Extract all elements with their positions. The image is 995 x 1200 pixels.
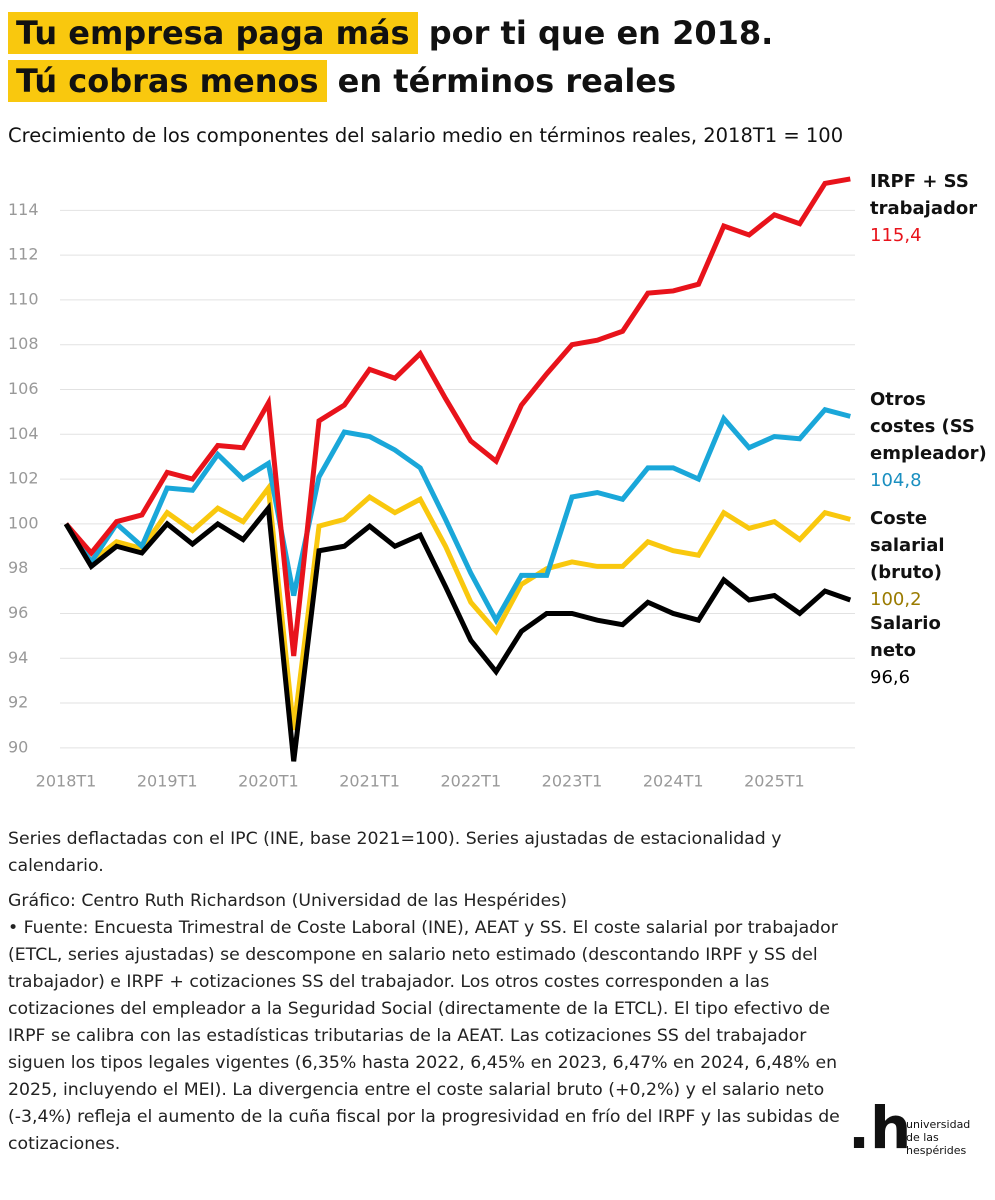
title-highlight: Tu empresa paga más xyxy=(8,12,418,54)
end-value-label: 96,6 xyxy=(870,667,911,688)
title-highlight: Tú cobras menos xyxy=(8,60,327,102)
credit: Gráfico: Centro Ruth Richardson (Univers… xyxy=(8,891,568,911)
series-name: Coste salarial (bruto) xyxy=(870,508,945,583)
y-tick-label: 104 xyxy=(8,424,39,443)
y-tick-label: 100 xyxy=(8,513,39,532)
y-tick-label: 96 xyxy=(8,603,28,622)
end-value-label: 115,4 xyxy=(870,225,922,246)
series-line xyxy=(63,406,851,626)
series-line xyxy=(63,501,852,762)
series-name: Otros costes (SS empleador) xyxy=(870,389,987,464)
end-value-label: 100,2 xyxy=(870,589,922,610)
y-tick-label: 106 xyxy=(8,379,39,398)
end-label: Otros costes (SS empleador) 104,8 xyxy=(870,386,990,494)
title-rest: por ti que en 2018. xyxy=(428,14,774,52)
series-line xyxy=(63,481,851,731)
y-tick-label: 102 xyxy=(8,469,39,488)
y-tick-label: 92 xyxy=(8,693,28,712)
series-name: IRPF + SS trabajador xyxy=(870,171,978,219)
x-tick-label: 2019T1 xyxy=(137,772,198,791)
y-tick-label: 114 xyxy=(8,200,39,219)
y-tick-label: 108 xyxy=(8,334,39,353)
title-line: Tu empresa paga más por ti que en 2018. xyxy=(8,12,774,54)
x-tick-label: 2023T1 xyxy=(542,772,603,791)
series-name: Salario neto xyxy=(870,613,941,661)
y-tick-label: 110 xyxy=(8,289,39,308)
y-tick-label: 98 xyxy=(8,558,28,577)
y-tick-label: 90 xyxy=(8,737,28,756)
x-tick-label: 2020T1 xyxy=(238,772,299,791)
x-tick-label: 2024T1 xyxy=(643,772,704,791)
logo-mark: .h xyxy=(848,1094,912,1162)
title-rest: en términos reales xyxy=(337,62,677,100)
title-line: Tú cobras menos en términos reales xyxy=(8,60,677,102)
logo-text: universidad de las hespérides xyxy=(906,1118,971,1157)
end-label: Salario neto 96,6 xyxy=(870,610,990,691)
end-label: Coste salarial (bruto) 100,2 xyxy=(870,505,990,613)
y-tick-label: 94 xyxy=(8,648,28,667)
notes: Series deflactadas con el IPC (INE, base… xyxy=(8,829,782,876)
x-tick-label: 2022T1 xyxy=(440,772,501,791)
source: • Fuente: Encuesta Trimestral de Coste L… xyxy=(8,918,840,1154)
subtitle: Crecimiento de los componentes del salar… xyxy=(8,124,844,147)
series-line xyxy=(64,176,851,657)
x-tick-label: 2021T1 xyxy=(339,772,400,791)
end-label: IRPF + SS trabajador 115,4 xyxy=(870,168,990,249)
y-tick-label: 112 xyxy=(8,245,39,264)
x-tick-label: 2018T1 xyxy=(36,772,97,791)
end-value-label: 104,8 xyxy=(870,470,922,491)
x-tick-label: 2025T1 xyxy=(744,772,805,791)
chart: 90 92 94 96 98 100 102 104 106 108 110 112 114 2018T1… xyxy=(8,176,855,791)
